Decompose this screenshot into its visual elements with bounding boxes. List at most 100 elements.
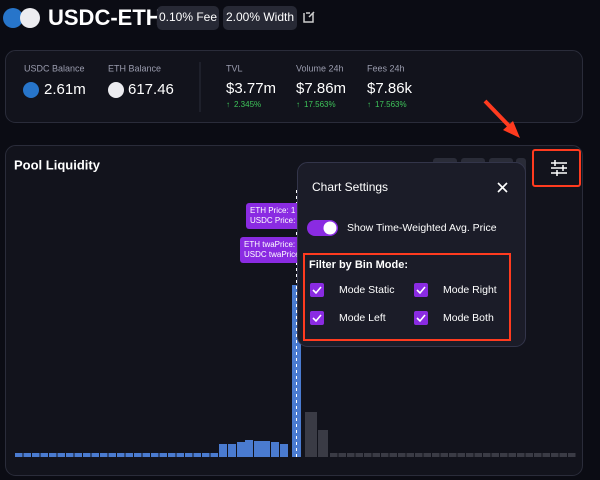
stat-label: ETH Balance	[108, 63, 161, 73]
stat-label: TVL	[226, 63, 243, 73]
bar	[542, 453, 550, 457]
external-link[interactable]	[303, 11, 315, 23]
bar	[423, 453, 431, 457]
bar	[159, 453, 167, 457]
checkbox[interactable]	[414, 283, 428, 297]
bar	[330, 453, 338, 457]
bar	[83, 453, 91, 457]
checkbox[interactable]	[310, 311, 324, 325]
bar	[262, 441, 270, 457]
bar	[176, 453, 184, 457]
bar	[440, 453, 448, 457]
stat-value: $7.86k	[367, 80, 413, 97]
stat-value: 617.46	[128, 81, 174, 98]
bar	[398, 453, 406, 457]
bar	[364, 453, 372, 457]
checkbox[interactable]	[414, 311, 428, 325]
bar	[355, 453, 363, 457]
bar	[457, 453, 465, 457]
bar	[108, 453, 116, 457]
bar	[474, 453, 482, 457]
stat-label: Fees 24h	[367, 63, 405, 73]
bar	[237, 442, 245, 457]
tooltip-text: ETH Price: 1	[250, 206, 296, 215]
tooltip-text: ETH twaPrice:	[244, 240, 295, 249]
bar	[91, 453, 99, 457]
tooltip-text: USDC twaPrice	[244, 250, 300, 259]
up-arrow: ↑	[367, 100, 371, 109]
stats-card	[5, 50, 583, 123]
annotation-arrowhead	[503, 121, 520, 138]
checkmark	[416, 286, 426, 295]
price-tooltip	[246, 203, 302, 229]
bar	[202, 453, 210, 457]
stat-label: USDC Balance	[24, 63, 85, 73]
stat-change: 2.345%	[234, 100, 261, 109]
mode-label: Mode Static	[339, 284, 394, 296]
bar	[49, 453, 57, 457]
bar	[406, 453, 414, 457]
bar	[219, 444, 227, 457]
bar	[15, 453, 23, 457]
bar	[134, 453, 142, 457]
pair-title: USDC-ETH	[48, 5, 162, 30]
bar	[466, 453, 474, 457]
stat-label: Volume 24h	[296, 63, 344, 73]
tooltip-text: USDC Price:	[250, 216, 295, 225]
bar	[151, 453, 159, 457]
bar	[280, 444, 288, 457]
stat-value: $7.86m	[296, 80, 346, 97]
bar	[100, 453, 108, 457]
checkmark	[312, 314, 322, 323]
bar	[432, 453, 440, 457]
bar	[347, 453, 355, 457]
bar	[40, 453, 48, 457]
bar	[483, 453, 491, 457]
toggle-label: Show Time-Weighted Avg. Price	[347, 222, 497, 234]
bar	[193, 453, 201, 457]
stat-value: $3.77m	[226, 80, 276, 97]
mode-label: Mode Left	[339, 312, 386, 324]
checkbox[interactable]	[310, 283, 324, 297]
fee-text: 0.10% Fee	[159, 10, 217, 24]
bar	[508, 453, 516, 457]
twap-tooltip	[240, 237, 302, 263]
bar	[491, 453, 499, 457]
up-arrow: ↑	[226, 100, 230, 109]
mode-label: Mode Right	[443, 284, 497, 296]
up-arrow: ↑	[296, 100, 300, 109]
toggle-knob	[323, 221, 337, 235]
bar	[210, 453, 218, 457]
bar	[318, 430, 328, 457]
bar	[500, 453, 508, 457]
stat-value: 2.61m	[44, 81, 86, 98]
bar	[74, 453, 82, 457]
bar	[271, 442, 279, 457]
bar	[228, 444, 236, 457]
checkmark	[312, 286, 322, 295]
bar	[117, 453, 125, 457]
settings-icon	[551, 160, 567, 176]
mode-checkboxes: Mode Static Mode Right Mode Left Mode Both	[310, 283, 497, 325]
bar	[66, 453, 74, 457]
popup-title: Chart Settings	[312, 180, 388, 194]
usdc-icon	[23, 82, 39, 98]
bar	[389, 453, 397, 457]
bar	[185, 453, 193, 457]
bar	[125, 453, 133, 457]
bar	[381, 453, 389, 457]
close-button[interactable]	[497, 182, 508, 193]
pool-title: Pool Liquidity	[14, 157, 101, 172]
bar	[534, 453, 542, 457]
bar	[449, 453, 457, 457]
bar	[415, 453, 423, 457]
bar	[57, 453, 65, 457]
eth-icon	[108, 82, 124, 98]
filter-title: Filter by Bin Mode:	[309, 259, 408, 271]
bar	[559, 453, 567, 457]
bar	[517, 453, 525, 457]
bar	[568, 453, 576, 457]
fee-pill	[157, 6, 219, 30]
